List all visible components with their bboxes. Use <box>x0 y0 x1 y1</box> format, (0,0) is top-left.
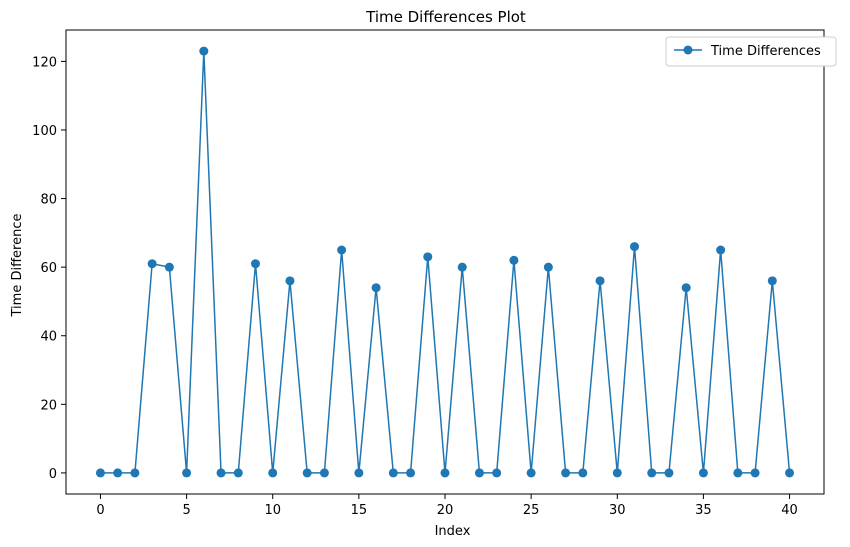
data-point <box>526 468 536 478</box>
data-point <box>354 468 364 478</box>
y-tick-label: 100 <box>32 124 57 139</box>
data-point <box>423 252 433 262</box>
data-point <box>543 262 553 272</box>
legend: Time Differences <box>665 36 837 67</box>
legend-marker-sample <box>683 45 693 55</box>
data-point <box>337 245 347 255</box>
data-point <box>630 242 639 252</box>
x-tick-label: 20 <box>437 503 454 518</box>
data-point <box>578 468 588 478</box>
data-point <box>302 468 312 478</box>
data-point <box>509 255 519 265</box>
data-point <box>474 468 484 478</box>
legend-box <box>665 36 837 67</box>
data-point <box>492 468 502 478</box>
data-point <box>371 283 381 293</box>
data-point <box>785 468 795 478</box>
series-layer <box>95 46 795 478</box>
data-point <box>457 262 467 272</box>
data-point <box>199 46 209 56</box>
x-tick-label: 5 <box>182 503 190 518</box>
data-point <box>285 276 295 286</box>
x-tick-label: 15 <box>351 503 368 518</box>
data-point <box>561 468 571 478</box>
data-point <box>251 259 260 269</box>
x-axis-label: Index <box>435 524 471 539</box>
y-tick-label: 40 <box>40 330 57 345</box>
data-point <box>612 468 622 478</box>
data-point <box>647 468 657 478</box>
x-tick-label: 35 <box>695 503 712 518</box>
x-tick-label: 25 <box>523 503 540 518</box>
y-tick-label: 20 <box>40 398 57 413</box>
x-tick-label: 0 <box>96 503 104 518</box>
data-point <box>406 468 416 478</box>
y-tick-label: 120 <box>32 55 57 70</box>
data-point <box>440 468 450 478</box>
x-tick-label: 10 <box>264 503 281 518</box>
data-point <box>388 468 398 478</box>
data-point <box>182 468 192 478</box>
data-point <box>268 468 278 478</box>
data-point <box>750 468 760 478</box>
y-tick-label: 0 <box>49 467 57 482</box>
data-point <box>216 468 226 478</box>
y-axis-label: Time Difference <box>10 214 25 318</box>
data-point <box>130 468 140 478</box>
data-point <box>698 468 708 478</box>
data-point <box>113 468 123 478</box>
data-point <box>681 283 691 293</box>
data-point <box>595 276 605 286</box>
data-point <box>164 262 174 272</box>
data-point <box>733 468 743 478</box>
data-point <box>233 468 243 478</box>
data-point <box>716 245 726 255</box>
legend-label: Time Differences <box>710 44 821 59</box>
x-tick-label: 30 <box>609 503 626 518</box>
y-tick-label: 60 <box>40 261 57 276</box>
data-point <box>319 468 329 478</box>
y-axis-ticks: 0 20 40 60 80 100 120 <box>32 55 66 482</box>
data-point <box>767 276 777 286</box>
data-point <box>147 259 157 269</box>
data-point <box>664 468 674 478</box>
x-tick-label: 40 <box>781 503 798 518</box>
data-point <box>95 468 105 478</box>
x-axis-ticks: 0 5 10 15 20 25 30 35 40 <box>96 494 798 518</box>
y-tick-label: 80 <box>40 193 57 208</box>
chart-title: Time Differences Plot <box>365 8 526 26</box>
